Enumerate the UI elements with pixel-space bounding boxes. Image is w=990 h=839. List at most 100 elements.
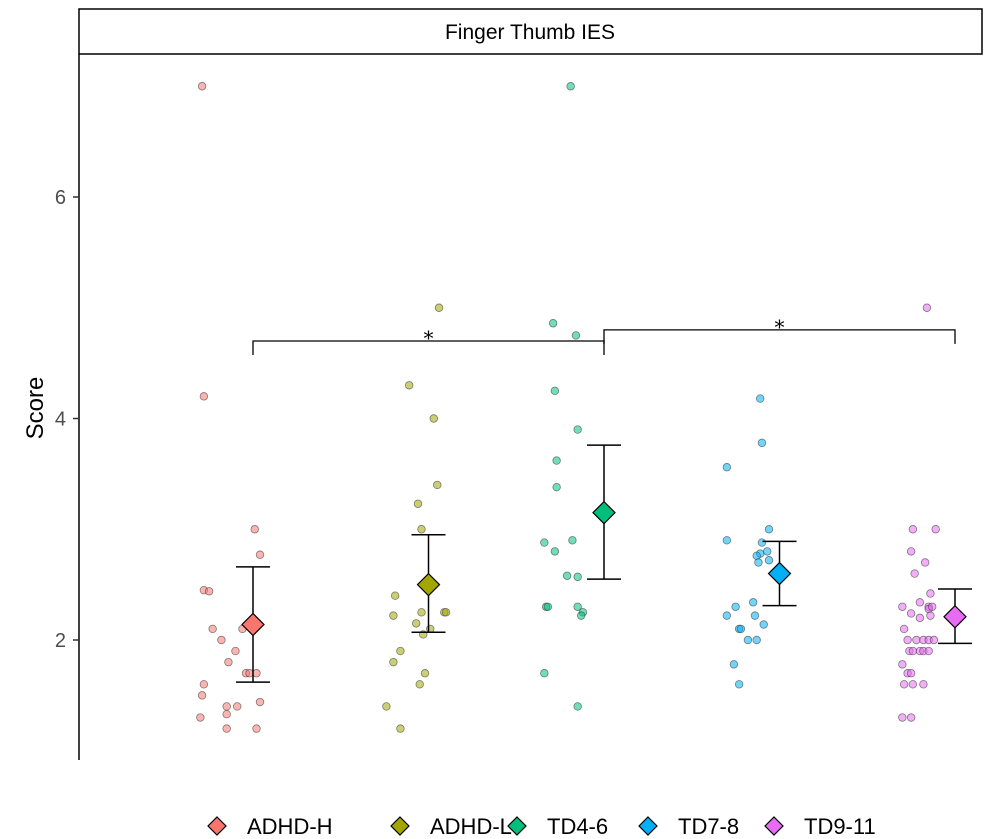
data-point [441, 608, 451, 617]
data-point [906, 713, 916, 722]
data-point [734, 680, 744, 689]
mean-marker [767, 561, 792, 586]
data-point [573, 425, 582, 434]
y-tick-label: 2 [55, 630, 66, 652]
data-point [908, 646, 918, 656]
data-point [920, 558, 930, 567]
data-point [922, 303, 932, 312]
data-point [389, 611, 398, 620]
data-point [759, 620, 768, 629]
data-point [764, 525, 774, 534]
data-point [573, 572, 582, 582]
legend-key-adhd-h [207, 816, 227, 836]
data-point [927, 602, 937, 611]
data-point [915, 598, 925, 607]
data-point [906, 609, 916, 618]
data-point [199, 680, 209, 689]
data-point [908, 525, 918, 534]
data-point [390, 591, 400, 600]
data-point [199, 392, 209, 401]
data-point [396, 646, 405, 656]
data-point [899, 624, 909, 634]
data-point [204, 587, 214, 596]
data-point [412, 619, 421, 628]
data-point [722, 463, 732, 472]
data-point [763, 547, 772, 556]
data-point [722, 536, 732, 545]
data-point [910, 569, 919, 578]
significance-label: * [775, 315, 785, 339]
data-point [755, 394, 765, 403]
data-point [420, 669, 430, 678]
mean-marker [416, 572, 441, 597]
legend: ADHD-H ADHD-L TD4-6 TD7-8 TD9-11 [207, 814, 876, 839]
group-summaries [236, 444, 972, 683]
data-point [898, 713, 907, 722]
data-point [576, 611, 586, 620]
data-point [919, 680, 928, 689]
data-point [224, 657, 233, 667]
significance-label: * [424, 326, 434, 350]
y-ticks: 2 4 6 [55, 187, 79, 652]
data-point [429, 414, 438, 423]
data-point [903, 635, 912, 645]
data-point [748, 598, 758, 607]
data-point [926, 611, 935, 620]
data-point [543, 602, 553, 611]
legend-label: ADHD-H [247, 814, 333, 839]
data-point [736, 624, 746, 634]
data-point [898, 660, 907, 669]
y-tick-label: 4 [55, 409, 66, 431]
data-point [754, 558, 763, 567]
data-point [382, 702, 391, 711]
facet-strip [78, 8, 983, 55]
data-point [722, 611, 732, 620]
data-point [197, 691, 207, 700]
data-point [196, 713, 205, 722]
mean-marker [592, 500, 616, 525]
data-point [255, 550, 265, 559]
mean-marker [241, 612, 265, 637]
data-point [540, 669, 549, 678]
legend-label: TD7-8 [678, 814, 739, 839]
data-point [764, 556, 774, 565]
data-point [899, 680, 909, 689]
data-point [389, 657, 398, 667]
data-point [550, 386, 560, 396]
data-point [245, 669, 254, 678]
data-point [915, 613, 925, 623]
data-point [252, 724, 261, 733]
legend-key-td7-8 [638, 816, 658, 836]
data-point [417, 525, 426, 534]
data-point [222, 724, 231, 733]
mean-marker [943, 604, 967, 629]
data-point [743, 635, 753, 645]
data-point [898, 602, 907, 611]
data-point [550, 547, 560, 556]
data-point [929, 635, 939, 645]
legend-label: TD4-6 [547, 814, 608, 839]
data-point [906, 669, 916, 678]
significance-bracket [252, 340, 605, 355]
legend-label: ADHD-L [430, 814, 512, 839]
data-point [255, 697, 265, 707]
data-points [196, 82, 940, 733]
data-point [571, 331, 581, 340]
data-point [433, 480, 442, 490]
data-point [908, 680, 918, 689]
data-point [566, 82, 575, 91]
y-axis-title: Score [22, 377, 49, 440]
data-point [729, 660, 739, 669]
data-point [552, 482, 561, 492]
y-tick-label: 6 [55, 187, 66, 209]
data-point [931, 525, 940, 534]
significance-brackets: * * [252, 315, 956, 355]
data-point [568, 536, 577, 545]
data-point [413, 499, 423, 508]
data-point [573, 602, 582, 611]
data-point [924, 646, 933, 656]
data-point [197, 82, 207, 91]
legend-key-td9-11 [764, 816, 784, 836]
data-point [752, 635, 761, 645]
